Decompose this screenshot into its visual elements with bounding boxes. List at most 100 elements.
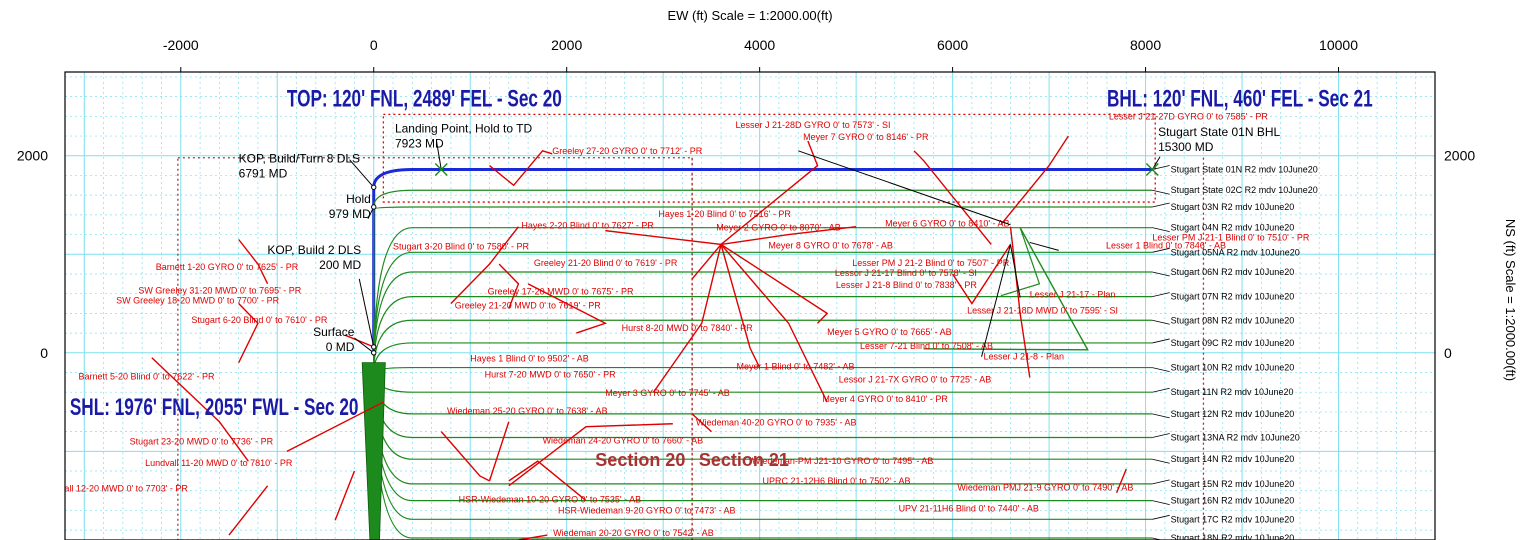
offset-well-label: Wiedeman 40-20 GYRO 0' to 7935' - AB xyxy=(696,418,857,428)
offset-well-trace xyxy=(488,421,510,482)
offset-well-label: Greeley 17-20 MWD 0' to 7675' - PR xyxy=(488,287,634,297)
offset-well-trace xyxy=(527,283,608,334)
offset-well-label: SW Greeley 31-20 MWD 0' to 7695' - PR xyxy=(138,286,301,296)
planned-well-label: Stugart 08N R2 mdv 10June20 xyxy=(1171,315,1295,325)
well-label-leader xyxy=(1152,338,1170,344)
offset-well-trace xyxy=(151,357,249,462)
offset-well-label: SW Greeley 18-20 MWD 0' to 7700' - PR xyxy=(116,296,279,306)
offset-well-trace xyxy=(344,334,374,348)
offset-well-trace xyxy=(952,244,1012,305)
well-label-leader xyxy=(1152,227,1170,233)
offset-well-label: Meyer 2 GYRO 0' to 8070' - AB xyxy=(716,223,841,233)
y-tick-label-right: 0 xyxy=(1444,345,1452,361)
offset-well-label: Meyer 8 GYRO 0' to 7678' - AB xyxy=(768,240,893,250)
section-20-label: Section 20 xyxy=(595,450,685,470)
survey-point-marker xyxy=(371,204,377,210)
planned-well-label: Stugart 06N R2 mdv 10June20 xyxy=(1171,267,1295,277)
offset-well-label: Hayes 1-20 Blind 0' to 7516' - PR xyxy=(658,209,791,219)
offset-well-trace xyxy=(1115,468,1127,493)
offset-well-trace xyxy=(691,413,712,433)
shl-location-heading: SHL: 1976' FNL, 2055' FWL - Sec 20 xyxy=(70,394,359,420)
planned-well-label: Stugart 18N R2 mdv 10June20 xyxy=(1171,533,1295,540)
offset-well-label: Lesser J 21-28D GYRO 0' to 7573' - SI xyxy=(736,120,891,130)
offset-well-label: Stugart 3-20 Blind 0' to 7580' - PR xyxy=(393,241,530,251)
planned-well-label: Stugart State 02C R2 mdv 10June20 xyxy=(1171,185,1318,195)
annotation-label: Surface xyxy=(313,325,355,339)
offset-well-label: Barnett 1-20 GYRO 0' to 7625' - PR xyxy=(156,262,299,272)
well-label-leader xyxy=(1152,292,1170,298)
y-tick-label-left: 2000 xyxy=(17,148,48,164)
conductor-bundle xyxy=(361,362,386,540)
planned-well-path xyxy=(372,168,1153,353)
annotation-leader xyxy=(1029,241,1059,251)
offset-well-trace xyxy=(720,140,819,245)
well-label-leader xyxy=(1152,458,1170,464)
annotation-label: Landing Point, Hold to TD xyxy=(395,121,533,135)
y-tick-labels: 0 0 2000 2000 xyxy=(17,148,1476,361)
x-tick-label: 8000 xyxy=(1130,37,1161,53)
offset-well-trace xyxy=(518,534,548,540)
offset-well-label: UPV 21-11H6 Blind 0' to 7440' - AB xyxy=(899,503,1039,513)
annotation-md: 979 MD xyxy=(329,207,371,221)
offset-well-label: Lesser J 21-8 - Plan xyxy=(983,352,1064,362)
bhl-location-heading: BHL: 120' FNL, 460' FEL - Sec 21 xyxy=(1107,86,1373,112)
planned-well-label: Stugart 10N R2 mdv 10June20 xyxy=(1171,363,1295,373)
offset-well-label: Lesser J 21-18D MWD 0' to 7595' - SI xyxy=(967,305,1118,315)
offset-well-label: Lesser PM J 21-2 Blind 0' to 7507' - PR xyxy=(852,258,1010,268)
y-tick-label-left: 0 xyxy=(40,345,48,361)
section-21-label: Section 21 xyxy=(699,450,789,470)
annotation-leader xyxy=(349,159,375,188)
well-label-leader xyxy=(1152,413,1170,419)
annotation-md: 7923 MD xyxy=(395,136,444,150)
annotation-label: Stugart State 01N BHL xyxy=(1158,125,1280,139)
top-location-heading: TOP: 120' FNL, 2489' FEL - Sec 20 xyxy=(287,86,562,112)
hardline-box xyxy=(382,113,1156,203)
offset-well-label: Wiedeman 24-20 GYRO 0' to 7660' - AB xyxy=(543,435,704,445)
planned-well-label: Stugart 12N R2 mdv 10June20 xyxy=(1171,409,1295,419)
well-label-leader xyxy=(1152,319,1170,325)
offset-well-label: Stugart 23-20 MWD 0' to 7736' - PR xyxy=(130,436,274,446)
planned-well-label: Stugart 17C R2 mdv 10June20 xyxy=(1171,514,1295,524)
offset-well-trace xyxy=(440,431,490,482)
offset-well-label: UPRC 21-12H6 Blind 0' to 7502' - AB xyxy=(763,476,911,486)
annotation-leader xyxy=(354,337,375,354)
y-axis-title: NS (ft) Scale = 1:2000.00(ft) xyxy=(1503,219,1518,381)
offset-well-label: Lesser J 21-17 - Plan xyxy=(1030,290,1116,300)
offset-well-trace xyxy=(720,243,828,403)
offset-well-trace xyxy=(228,485,269,536)
offset-well-label: Lessor J 21-7X GYRO 0' to 7725' - AB xyxy=(839,374,992,384)
offset-well-label: Wiedeman-PM J21-10 GYRO 0' to 7495' - AB xyxy=(752,456,934,466)
well-label-leader xyxy=(1152,537,1163,540)
planned-well-label: Stugart 07N R2 mdv 10June20 xyxy=(1171,292,1295,302)
annotation-md: 0 MD xyxy=(326,340,355,354)
y-tick-label-right: 2000 xyxy=(1444,148,1475,164)
offset-well-label: Meyer 6 GYRO 0' to 8410' - AB xyxy=(885,219,1010,229)
well-label-leader xyxy=(1152,247,1170,253)
offset-well-trace xyxy=(286,401,384,452)
offset-well-label: Wiedeman 20-20 GYRO 0' to 7542' - AB xyxy=(553,528,714,538)
offset-well-label: Greeley 21-20 MWD 0' to 7619' - PR xyxy=(455,300,601,310)
planned-well-label: Stugart 14N R2 mdv 10June20 xyxy=(1171,454,1295,464)
well-label-leader xyxy=(1152,271,1170,277)
x-tick-label: 2000 xyxy=(551,37,582,53)
survey-point-marker xyxy=(371,184,377,190)
offset-well-label: Barnett 5-20 Blind 0' to 7622' - PR xyxy=(79,371,216,381)
well-label-leader xyxy=(1152,189,1170,195)
offset-well-trace xyxy=(720,225,857,246)
survey-point-marker xyxy=(371,350,377,356)
annotation-md: 200 MD xyxy=(319,258,361,272)
annotation-md: 15300 MD xyxy=(1158,140,1214,154)
annotation-leader xyxy=(435,140,442,170)
offset-well-label: Lesser J 21-8 Blind 0' to 7838' - PR xyxy=(836,280,978,290)
well-label-leader xyxy=(1152,165,1170,170)
offset-well-trace xyxy=(508,423,673,487)
offset-well-label: Lessor J 21-17 Blind 0' to 7578' - SI xyxy=(835,268,977,278)
planned-well-label: Stugart State 01N R2 mdv 10June20 xyxy=(1171,165,1318,175)
plot-frame xyxy=(64,71,1436,540)
offset-well-trace xyxy=(720,243,829,324)
well-label-leader xyxy=(1152,202,1170,208)
offset-well-trace xyxy=(238,239,269,285)
offset-well-label: Wiedeman PMJ 21-9 GYRO 0' to 7490' - AB xyxy=(957,483,1133,493)
survey-point-marker xyxy=(371,344,377,350)
